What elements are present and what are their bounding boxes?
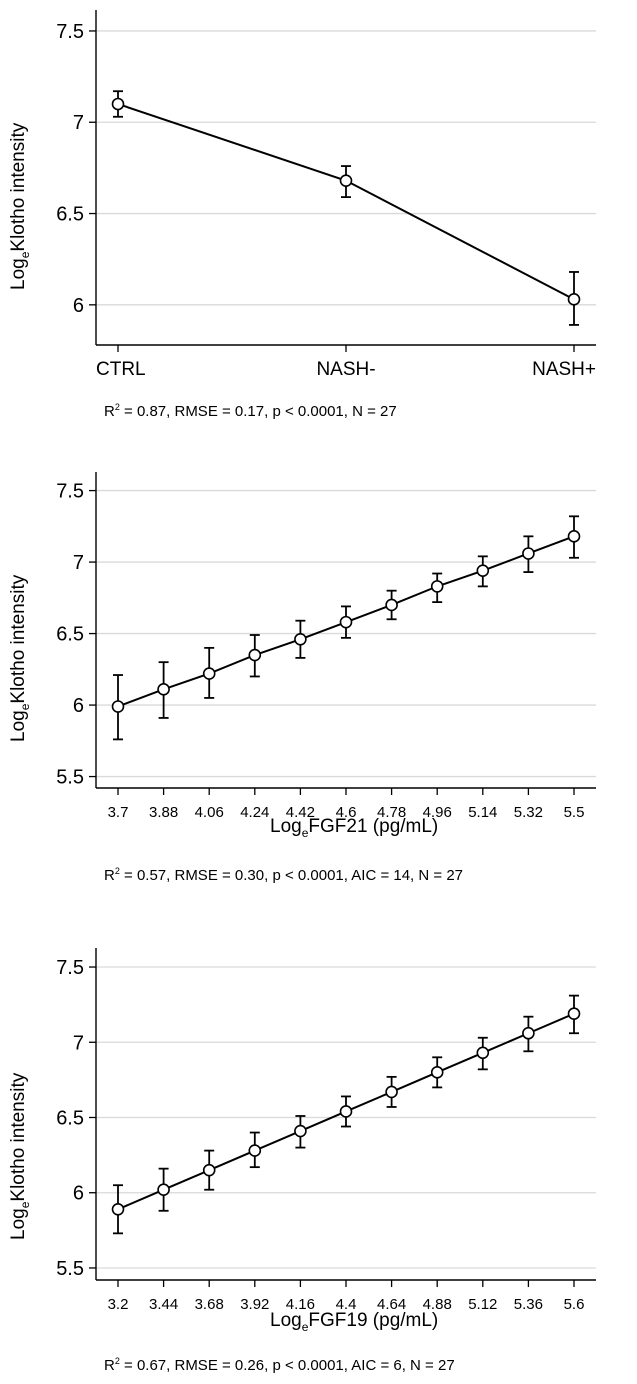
- x-tick-label: 4.64: [377, 1296, 406, 1313]
- x-tick-label: 4.78: [377, 804, 406, 821]
- x-tick-label: 3.92: [240, 1296, 269, 1313]
- x-tick-label: 5.32: [514, 804, 543, 821]
- x-tick-label: 4.06: [195, 804, 224, 821]
- x-tick-label: CTRL: [96, 359, 146, 380]
- data-point: [385, 598, 398, 612]
- chart-panel-1: 6 6.5 7 7.5 CTRL NASH- NASH+ LogeKlotho intens…: [0, 0, 637, 440]
- data-point: [567, 293, 581, 306]
- data-point: [476, 564, 490, 577]
- chart-1-stats: R2 = 0.87, RMSE = 0.17, p < 0.0001, N = …: [104, 402, 397, 420]
- data-point: [567, 1007, 581, 1020]
- data-point: [430, 1066, 444, 1079]
- chart-panel-3: 5.5 6 6.5 7 7.5 3.2 3.44 3.68 3.92 4.16 4.4 4.64 4.8…: [0, 948, 637, 1384]
- y-tick-label: 6.5: [56, 624, 84, 646]
- x-tick-label: 4.4: [336, 1296, 357, 1313]
- data-point: [522, 547, 535, 560]
- data-point: [202, 1163, 216, 1177]
- x-tick-label: 4.42: [286, 804, 315, 821]
- y-tick-label: 7: [73, 112, 84, 134]
- data-point: [339, 1105, 353, 1118]
- x-tick-label: 3.7: [108, 804, 129, 821]
- x-tick-label: 4.16: [286, 1296, 315, 1313]
- y-tick-label: 5.5: [56, 767, 84, 789]
- data-point: [294, 1124, 307, 1138]
- data-point: [476, 1046, 490, 1060]
- chart-1-ylabel: LogeKlotho intensity: [8, 122, 32, 290]
- y-tick-label: 6: [73, 295, 84, 317]
- chart-3-xlabel: LogeFGF19 (pg/mL): [270, 1310, 439, 1334]
- x-tick-label: 3.68: [195, 1296, 224, 1313]
- y-tick-label: 7.5: [56, 957, 84, 979]
- y-tick-label: 7: [73, 1032, 84, 1054]
- chart-3-ylabel: LogeKlotho intensity: [8, 1072, 32, 1240]
- data-point: [157, 683, 170, 696]
- y-tick-label: 7.5: [56, 21, 84, 43]
- y-tick-label: 6: [73, 695, 84, 717]
- x-tick-label: 5.12: [468, 1296, 497, 1313]
- x-tick-label: NASH+: [532, 359, 596, 380]
- chart-2-ylabel: LogeKlotho intensity: [8, 574, 32, 742]
- data-point: [522, 1026, 535, 1040]
- data-point: [111, 1202, 125, 1216]
- y-tick-label: 6.5: [56, 204, 84, 226]
- x-tick-label: 4.96: [423, 804, 452, 821]
- chart-3-stats: R2 = 0.67, RMSE = 0.26, p < 0.0001, AIC …: [104, 1356, 455, 1374]
- data-point: [339, 615, 353, 629]
- x-tick-label: 4.6: [336, 804, 357, 821]
- y-tick-label: 6: [73, 1183, 84, 1205]
- chart-1-svg: 6 6.5 7 7.5 CTRL NASH- NASH+: [56, 10, 596, 380]
- x-tick-label: 3.88: [149, 804, 178, 821]
- data-point: [294, 632, 307, 646]
- y-tick-label: 5.5: [56, 1258, 84, 1280]
- chart-panel-2: 5.5 6 6.5 7 7.5 3.7 3.88 4.06 4.24 4.42 4.6 4.78 4.9…: [0, 462, 637, 902]
- x-tick-label: 4.24: [240, 804, 269, 821]
- chart-2-xlabel: LogeFGF21 (pg/mL): [270, 816, 439, 840]
- data-point: [202, 667, 216, 680]
- data-point: [248, 1144, 262, 1157]
- x-tick-label: 4.88: [423, 1296, 452, 1313]
- x-tick-label: 5.6: [564, 1296, 585, 1313]
- data-point: [430, 580, 444, 593]
- x-tick-label: NASH-: [316, 359, 375, 380]
- data-point: [111, 97, 125, 111]
- data-point: [157, 1183, 170, 1197]
- x-tick-label: 5.5: [564, 804, 585, 821]
- chart-2-stats: R2 = 0.57, RMSE = 0.30, p < 0.0001, AIC …: [104, 866, 463, 884]
- data-point: [248, 648, 262, 662]
- data-point: [385, 1085, 398, 1099]
- chart-3-svg: 5.5 6 6.5 7 7.5 3.2 3.44 3.68 3.92 4.16 4.4 4.64 4.8…: [56, 948, 596, 1313]
- y-tick-label: 7.5: [56, 481, 84, 503]
- data-point: [567, 530, 581, 543]
- x-tick-label: 5.36: [514, 1296, 543, 1313]
- series-line: [117, 103, 575, 301]
- data-point: [339, 174, 353, 187]
- y-tick-label: 7: [73, 552, 84, 574]
- x-tick-label: 3.2: [108, 1296, 129, 1313]
- x-tick-label: 5.14: [468, 804, 497, 821]
- data-point: [111, 700, 125, 713]
- y-tick-label: 6.5: [56, 1107, 84, 1129]
- x-tick-label: 3.44: [149, 1296, 178, 1313]
- chart-2-svg: 5.5 6 6.5 7 7.5 3.7 3.88 4.06 4.24 4.42 4.6 4.78 4.9…: [56, 472, 596, 821]
